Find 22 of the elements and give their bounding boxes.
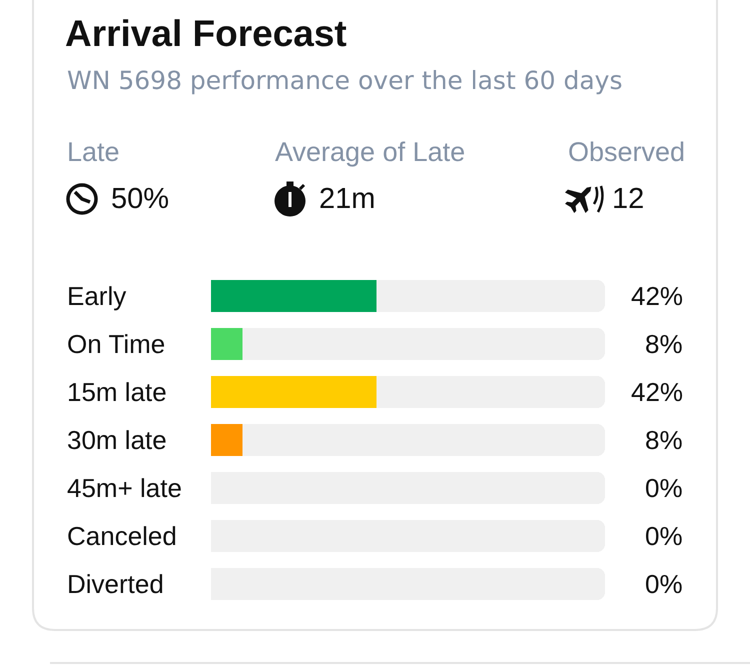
y-tick-label: 15m late xyxy=(67,377,167,407)
text: 21m xyxy=(319,183,376,215)
text: Observed xyxy=(568,137,686,167)
y-tick-label: On Time xyxy=(67,329,166,359)
data-label: 42% xyxy=(631,281,684,311)
y-tick-label: Early xyxy=(67,281,126,311)
data-label: 0% xyxy=(645,569,683,599)
data-label: 8% xyxy=(645,329,683,359)
chart-subtitle: WN 5698 performance over the last 60 days xyxy=(67,66,622,95)
text: Late xyxy=(67,137,120,167)
data-label: 0% xyxy=(645,473,683,503)
y-tick-label: 45m+ late xyxy=(67,473,182,503)
chart-title: Arrival Forecast xyxy=(65,12,347,54)
text: Average of Late xyxy=(275,137,466,167)
data-label: 0% xyxy=(645,521,683,551)
y-tick-label: 30m late xyxy=(67,425,167,455)
data-label: 8% xyxy=(645,425,683,455)
text: 12 xyxy=(612,183,644,215)
y-tick-label: Canceled xyxy=(67,521,177,551)
y-tick-label: Diverted xyxy=(67,569,164,599)
data-label: 42% xyxy=(631,377,684,407)
text: 50% xyxy=(111,183,170,215)
